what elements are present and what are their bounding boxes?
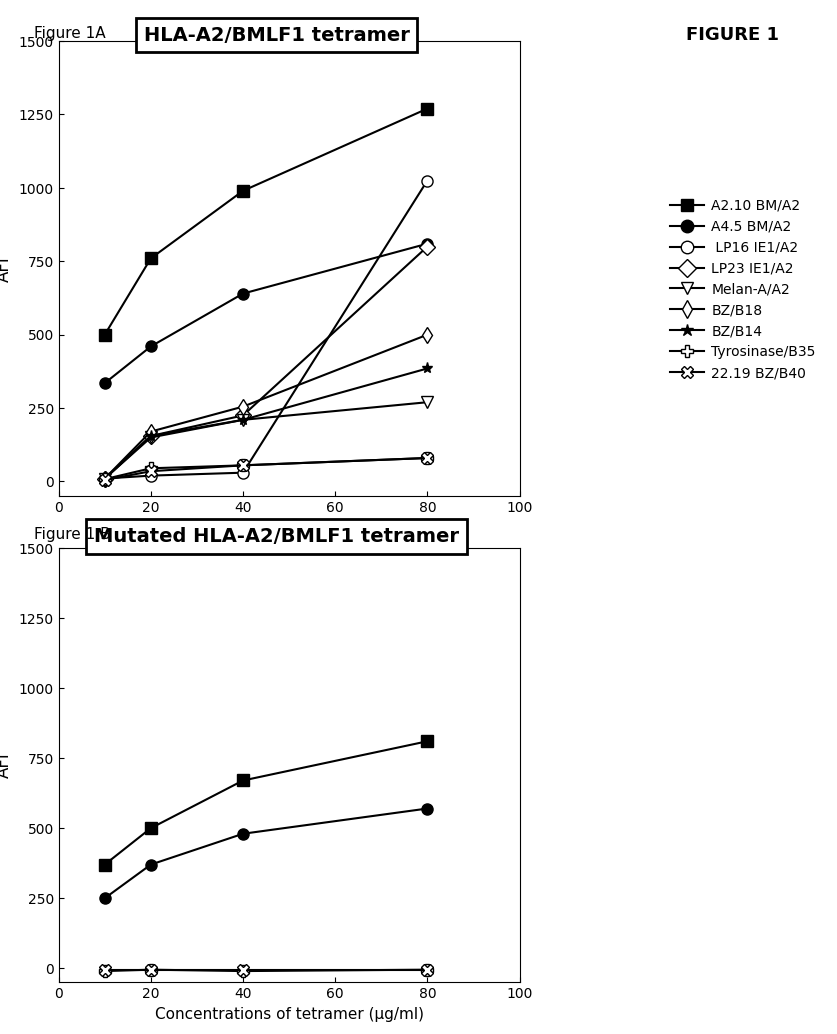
X-axis label: Concentrations of tetramer (μg/ml): Concentrations of tetramer (μg/ml) (154, 521, 424, 536)
Text: Mutated HLA-A2/BMLF1 tetramer: Mutated HLA-A2/BMLF1 tetramer (94, 527, 459, 546)
Legend: A2.10 BM/A2, A4.5 BM/A2,  LP16 IE1/A2, LP23 IE1/A2, Melan-A/A2, BZ/B18, BZ/B14, : A2.10 BM/A2, A4.5 BM/A2, LP16 IE1/A2, LP… (662, 192, 822, 387)
X-axis label: Concentrations of tetramer (μg/ml): Concentrations of tetramer (μg/ml) (154, 1007, 424, 1022)
Y-axis label: AFI: AFI (0, 256, 13, 281)
Text: Figure 1 B: Figure 1 B (33, 527, 110, 543)
Text: FIGURE 1: FIGURE 1 (686, 26, 778, 43)
Y-axis label: AFI: AFI (0, 753, 13, 778)
Text: HLA-A2/BMLF1 tetramer: HLA-A2/BMLF1 tetramer (143, 26, 409, 44)
Text: Figure 1A: Figure 1A (33, 26, 105, 41)
